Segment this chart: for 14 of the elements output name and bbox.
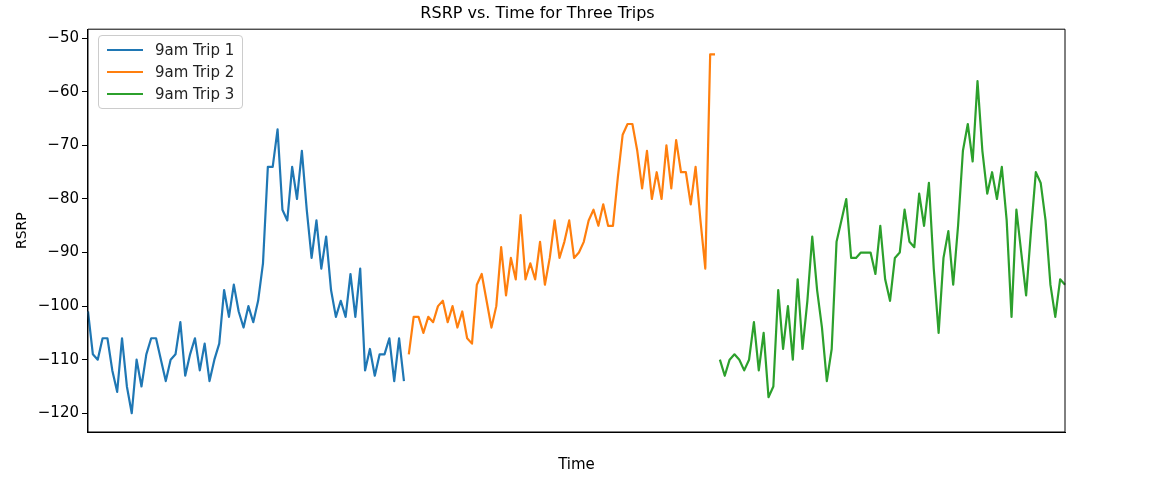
y-tick-label: −120 bbox=[37, 403, 79, 422]
y-tick-label: −50 bbox=[47, 28, 79, 47]
y-tick-label: −90 bbox=[47, 242, 79, 261]
legend-label: 9am Trip 3 bbox=[154, 85, 235, 104]
x-axis-title: Time bbox=[557, 454, 595, 473]
y-tick-label: −70 bbox=[47, 135, 79, 154]
y-tick-label: −110 bbox=[37, 349, 79, 368]
chart-title: RSRP vs. Time for Three Trips bbox=[420, 2, 655, 22]
y-tick-label: −60 bbox=[47, 81, 79, 100]
y-axis-title: RSRP bbox=[13, 212, 30, 249]
legend-label: 9am Trip 1 bbox=[154, 41, 235, 60]
legend-label: 9am Trip 2 bbox=[154, 63, 235, 82]
y-tick-label: −100 bbox=[37, 296, 79, 315]
y-tick-label: −80 bbox=[47, 188, 79, 207]
